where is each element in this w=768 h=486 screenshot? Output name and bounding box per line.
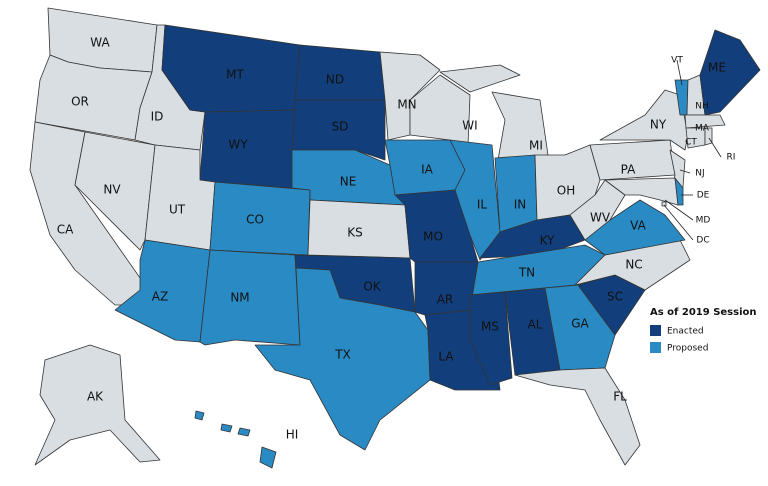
state-label: OK xyxy=(363,280,381,294)
state-shape xyxy=(449,139,501,261)
legend: As of 2019 Session Enacted Proposed xyxy=(650,307,757,354)
state-label: MA xyxy=(695,124,710,134)
leader-line xyxy=(708,137,722,158)
state-shape xyxy=(661,201,667,207)
state-label: HI xyxy=(286,428,299,442)
state-label: MO xyxy=(423,230,443,244)
state-label: SD xyxy=(332,120,349,134)
state-label: NJ xyxy=(695,169,704,179)
state-shape xyxy=(259,446,277,469)
state-label: MN xyxy=(397,98,416,112)
state-shape xyxy=(684,114,726,129)
state-shape xyxy=(74,131,156,251)
leader-line xyxy=(676,59,683,86)
state-label: WI xyxy=(462,119,477,133)
state-label: PA xyxy=(621,163,636,177)
state-shape xyxy=(674,177,684,206)
state-shape xyxy=(599,89,689,151)
state-label: WY xyxy=(228,138,248,152)
state-label: ME xyxy=(708,61,726,75)
state-label: LA xyxy=(438,350,454,364)
state-label: NV xyxy=(103,183,121,197)
leader-line xyxy=(663,204,694,241)
state-label: AZ xyxy=(152,290,168,304)
state-label: TX xyxy=(334,348,351,362)
leader-line xyxy=(664,199,694,221)
state-label: ID xyxy=(151,110,164,124)
state-label: IL xyxy=(477,198,488,212)
state-shape xyxy=(544,284,616,371)
legend-swatch xyxy=(650,342,661,353)
state-label: AR xyxy=(437,293,454,307)
state-label: KY xyxy=(540,234,555,248)
state-label: MI xyxy=(529,139,543,153)
legend-title: As of 2019 Session xyxy=(650,307,757,318)
state-label: OH xyxy=(557,184,575,198)
state-label: KS xyxy=(347,226,363,240)
state-label: NY xyxy=(650,118,667,132)
state-shape xyxy=(194,410,205,421)
state-shape xyxy=(494,154,538,233)
state-label: GA xyxy=(571,317,589,331)
state-label: NC xyxy=(625,258,642,272)
state-label: WA xyxy=(90,36,110,50)
state-shape xyxy=(220,423,233,433)
state-shape xyxy=(34,344,161,466)
state-label: CO xyxy=(246,213,264,227)
state-shape xyxy=(414,261,479,316)
state-shape xyxy=(199,249,301,346)
state-label: MS xyxy=(481,320,499,334)
state-label: DC xyxy=(696,236,709,246)
state-label: OR xyxy=(71,95,89,109)
state-label: AL xyxy=(528,318,543,332)
state-label: RI xyxy=(727,153,736,163)
state-label: SC xyxy=(607,290,623,304)
state-label: NM xyxy=(230,291,249,305)
leader-line xyxy=(679,169,691,174)
state-label: UT xyxy=(169,203,186,217)
states xyxy=(29,7,761,469)
state-label: MT xyxy=(226,68,244,82)
state-label: AK xyxy=(87,390,104,404)
state-label: MD xyxy=(696,216,711,226)
legend-label: Enacted xyxy=(667,327,704,337)
state-label: NE xyxy=(340,175,357,189)
state-label: IA xyxy=(421,163,434,177)
state-label: ND xyxy=(326,73,344,87)
legend-swatch xyxy=(650,325,661,336)
state-shape xyxy=(291,99,386,161)
state-label: FL xyxy=(613,390,627,404)
state-shape xyxy=(254,267,431,451)
state-label: TN xyxy=(518,266,535,280)
state-shape xyxy=(469,291,513,386)
legend-label: Proposed xyxy=(667,344,708,354)
state-label: CA xyxy=(57,223,74,237)
state-label: IN xyxy=(514,198,527,212)
state-label: DE xyxy=(697,191,710,201)
state-labels: WA OR CA NV ID MT WY UT AZ CO NM ND SD NE KS OK TX MN IA MO… xyxy=(57,36,736,442)
state-label: NH xyxy=(695,102,709,112)
state-shape xyxy=(439,64,521,93)
state-label: WV xyxy=(590,211,611,225)
state-label: VA xyxy=(630,219,646,233)
state-shape xyxy=(514,367,641,466)
state-label: VT xyxy=(671,56,683,66)
state-shape xyxy=(237,427,251,437)
state-label: CT xyxy=(685,138,697,148)
